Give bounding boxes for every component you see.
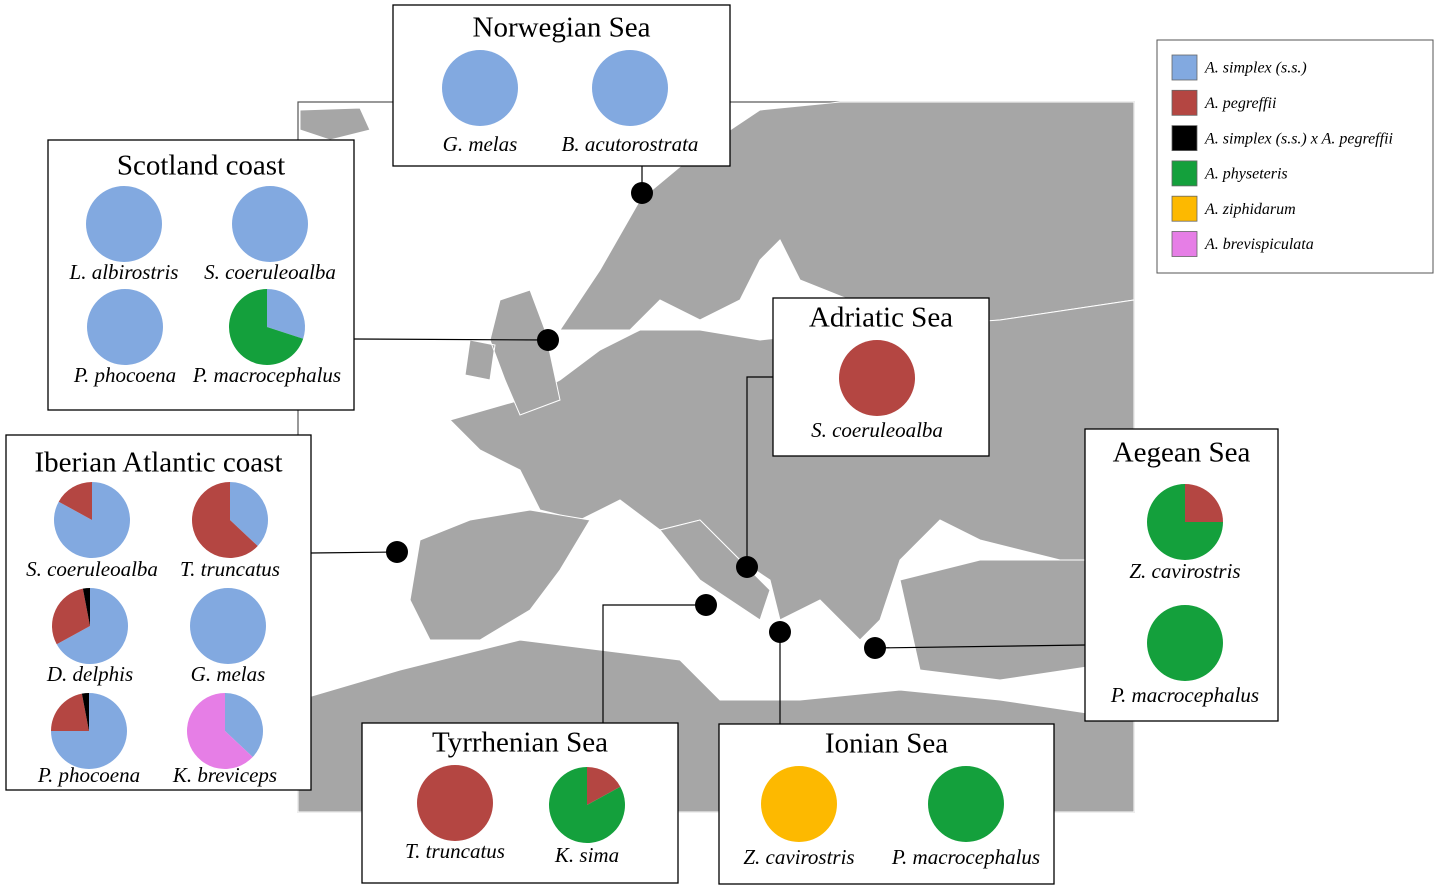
legend-label: A. physeteris bbox=[1204, 166, 1288, 183]
legend-box bbox=[1156, 39, 1434, 274]
pie-slice bbox=[56, 588, 128, 665]
pie-slice bbox=[51, 693, 89, 731]
region-panel: Adriatic Sea S. coeruleoalba bbox=[772, 297, 990, 457]
pie-slice bbox=[442, 50, 518, 126]
legend-swatch bbox=[1171, 231, 1198, 257]
legend-label: A. ziphidarum bbox=[1204, 201, 1296, 218]
pie-slice bbox=[1147, 484, 1223, 560]
pie-slice bbox=[51, 588, 90, 645]
britain bbox=[464, 289, 561, 416]
host-label: T. truncatus bbox=[180, 557, 280, 581]
region-title: Iberian Atlantic coast bbox=[34, 447, 282, 479]
pie-slice bbox=[548, 767, 625, 843]
legend-swatch bbox=[1171, 89, 1198, 116]
region-title: Norwegian Sea bbox=[473, 12, 651, 44]
region-title: Scotland coast bbox=[117, 150, 285, 182]
pie-slice bbox=[232, 186, 308, 262]
host-label: Z. cavirostris bbox=[1129, 559, 1240, 583]
pie-slice bbox=[230, 482, 268, 547]
legend-label: A. brevispiculata bbox=[1204, 236, 1314, 253]
pie-slice bbox=[928, 766, 1004, 842]
pie-slice bbox=[229, 289, 304, 365]
host-label: L. albirostris bbox=[69, 260, 179, 284]
host-label: B. acutorostrata bbox=[562, 132, 699, 156]
pie-slice bbox=[187, 693, 253, 769]
host-label: K. breviceps bbox=[172, 763, 277, 787]
pie-slice bbox=[86, 186, 162, 262]
legend-swatch bbox=[1171, 54, 1198, 81]
host-label: G. melas bbox=[443, 132, 518, 156]
pie-slice bbox=[81, 693, 89, 731]
host-label: S. coeruleoalba bbox=[204, 260, 336, 284]
iberia bbox=[409, 509, 591, 641]
pie-slice bbox=[1185, 484, 1223, 522]
host-label: P. macrocephalus bbox=[891, 845, 1040, 869]
pie-slice bbox=[82, 588, 90, 626]
host-label: S. coeruleoalba bbox=[811, 418, 943, 442]
legend-swatch bbox=[1171, 160, 1198, 187]
host-label: D. delphis bbox=[46, 662, 133, 686]
region-title: Aegean Sea bbox=[1113, 437, 1251, 469]
pie-slice bbox=[761, 766, 837, 842]
legend-label: A. simplex (s.s.) bbox=[1204, 60, 1307, 77]
legend: A. simplex (s.s.) A. pegreffii A. simplex … bbox=[1156, 39, 1434, 274]
region-panel: Aegean Sea Z. cavirostris P. macrocephalus bbox=[1084, 428, 1279, 722]
host-label: P. macrocephalus bbox=[1110, 683, 1259, 707]
legend-label: A. pegreffii bbox=[1204, 95, 1276, 112]
region-panel: Scotland coast L. albirostris S. coeruleoa… bbox=[47, 139, 355, 411]
region-title: Tyrrhenian Sea bbox=[432, 727, 608, 759]
connector bbox=[353, 338, 549, 341]
host-label: K. sima bbox=[554, 843, 619, 867]
host-label: Z. cavirostris bbox=[743, 845, 854, 869]
region-panel: Tyrrhenian Sea T. truncatus K. sima bbox=[361, 722, 679, 884]
panel-box bbox=[47, 139, 355, 411]
panel-box bbox=[361, 722, 679, 884]
pie-slice bbox=[417, 765, 493, 841]
pie-slice bbox=[587, 767, 621, 805]
location-dot bbox=[631, 182, 653, 204]
pie-slice bbox=[192, 482, 258, 558]
pie-slice bbox=[592, 50, 668, 126]
region-panel: Iberian Atlantic coast S. coeruleoalba T. … bbox=[5, 434, 312, 791]
connector bbox=[874, 644, 1086, 649]
location-dot bbox=[864, 637, 886, 659]
pie-slice bbox=[225, 693, 263, 758]
location-dot bbox=[736, 556, 758, 578]
legend-label: A. simplex (s.s.) x A. pegreffii bbox=[1204, 130, 1393, 147]
host-label: P. phocoena bbox=[73, 363, 176, 387]
italy bbox=[659, 519, 771, 621]
map bbox=[297, 101, 1135, 813]
location-dot bbox=[695, 594, 717, 616]
host-label: G. melas bbox=[191, 662, 266, 686]
host-label: P. phocoena bbox=[37, 763, 140, 787]
pie-slice bbox=[87, 289, 163, 365]
connector bbox=[602, 604, 706, 723]
location-dot bbox=[537, 329, 559, 351]
connector bbox=[746, 376, 773, 567]
host-label: T. truncatus bbox=[405, 839, 505, 863]
pie-slice bbox=[839, 340, 915, 416]
iceland bbox=[299, 107, 371, 141]
location-dot bbox=[769, 621, 791, 643]
pie-slice bbox=[58, 482, 92, 520]
host-label: P. macrocephalus bbox=[192, 363, 341, 387]
legend-swatch bbox=[1171, 125, 1198, 151]
region-panel: Norwegian Sea G. melas B. acutorostrata bbox=[392, 4, 731, 167]
region-panel: Ionian Sea Z. cavirostris P. macrocephalus bbox=[718, 723, 1055, 885]
pie-slice bbox=[267, 289, 305, 339]
legend-swatch bbox=[1171, 195, 1198, 222]
pie-slice bbox=[1147, 605, 1223, 681]
host-label: S. coeruleoalba bbox=[26, 557, 158, 581]
connector bbox=[310, 551, 398, 554]
pie-slice bbox=[190, 588, 266, 664]
location-dot bbox=[386, 541, 408, 563]
region-title: Ionian Sea bbox=[825, 728, 948, 760]
region-title: Adriatic Sea bbox=[809, 302, 953, 334]
